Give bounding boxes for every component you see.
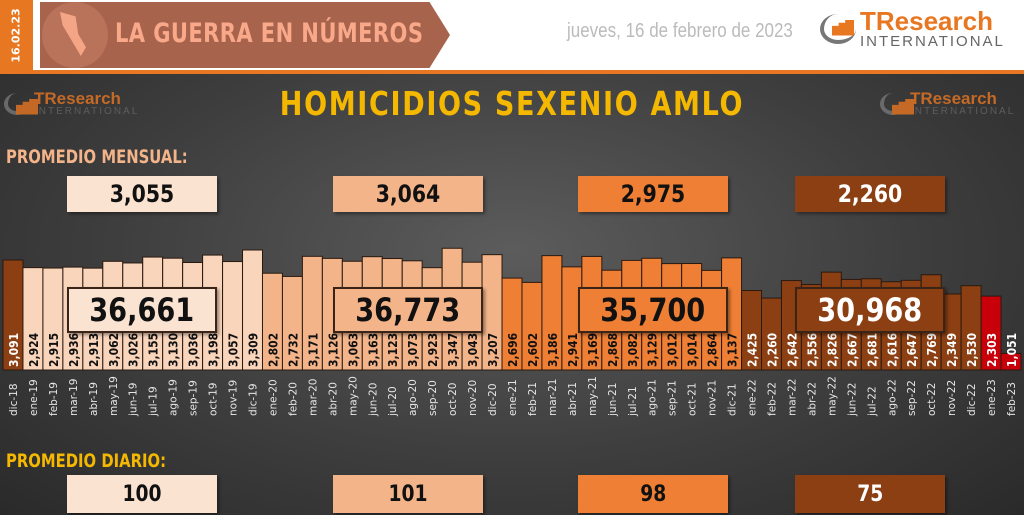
logo-brand: TResearch [860,6,993,36]
date-text: jueves, 16 de febrero de 2023 [567,20,793,42]
logo-sub: INTERNATIONAL [910,106,1016,117]
promedio-diario-label: PROMEDIO DIARIO: [6,450,167,472]
monthly-avg-box-4: 2,260 [795,176,945,212]
bar-chart-logo-icon [4,92,30,115]
monthly-avg-value: 3,064 [375,180,441,208]
chart-title: HOMICIDIOS SEXENIO AMLO [279,84,745,123]
total-value: 36,661 [89,291,195,329]
daily-avg-box-3: 98 [578,475,728,513]
total-box-1: 36,661 [67,287,217,333]
total-value: 36,773 [355,291,461,329]
date-code: 16.02.23 [10,7,23,63]
logo-brand: TResearch [910,89,997,108]
monthly-avg-value: 2,975 [620,180,686,208]
bar-chart-logo-icon [820,13,856,44]
date-code-strip: 16.02.23 [0,0,33,70]
total-box-3: 35,700 [578,287,728,333]
daily-avg-value: 98 [639,481,667,507]
banner-title: LA GUERRA EN NÚMEROS [115,18,424,49]
header: 16.02.23 LA GUERRA EN NÚMEROS jueves, 16… [0,0,1024,70]
logo-brand: TResearch [34,89,121,108]
monthly-avg-box-2: 3,064 [333,176,483,212]
daily-avg-value: 75 [856,481,884,507]
daily-avg-value: 101 [388,481,428,507]
monthly-avg-box-3: 2,975 [578,176,728,212]
monthly-avg-value: 3,055 [109,180,175,208]
monthly-avg-box-1: 3,055 [67,176,217,212]
promedio-mensual-label: PROMEDIO MENSUAL: [6,146,188,168]
total-value: 30,968 [817,291,923,329]
total-box-4: 30,968 [795,287,945,333]
daily-avg-box-2: 101 [333,475,483,513]
banner [40,2,450,68]
mexico-map-icon [42,2,108,68]
bar-chart-logo-icon [880,92,906,115]
total-box-2: 36,773 [333,287,483,333]
daily-avg-box-4: 75 [795,475,945,513]
tresearch-watermark-right: TResearch INTERNATIONAL [880,90,1015,117]
total-value: 35,700 [600,291,706,329]
monthly-avg-value: 2,260 [837,180,903,208]
logo-sub: INTERNATIONAL [860,33,1005,50]
daily-avg-value: 100 [122,481,162,507]
tresearch-watermark-left: TResearch INTERNATIONAL [4,90,139,117]
daily-avg-box-1: 100 [67,475,217,513]
divider [0,70,1024,74]
tresearch-logo: TResearch INTERNATIONAL [820,8,1005,49]
logo-sub: INTERNATIONAL [34,106,140,117]
